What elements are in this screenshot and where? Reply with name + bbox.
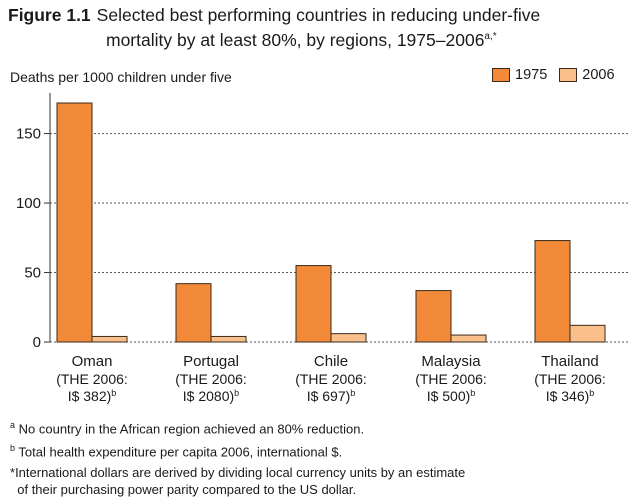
x-note-line2-malaysia: I$ 500)b — [427, 388, 476, 404]
x-note-mark-malaysia: b — [470, 388, 475, 398]
x-note-line2-chile: I$ 697)b — [307, 388, 356, 404]
x-note-mark-portugal: b — [234, 388, 239, 398]
figure-title: Figure 1.1 Selected best performing count… — [8, 4, 628, 51]
footnote-star-text: International dollars are derived by div… — [15, 464, 466, 480]
footnote-a-mark: a — [10, 420, 16, 430]
footnote-star: *International dollars are derived by di… — [10, 464, 465, 498]
x-label-thailand: Thailand — [541, 353, 599, 370]
figure-title-line1: Selected best performing countries in re… — [96, 5, 541, 25]
footnote-b-mark: b — [10, 443, 16, 454]
footnote-a-text: No country in the African region achieve… — [18, 421, 365, 437]
legend-swatch-1975 — [492, 68, 510, 82]
bar-oman-1975 — [56, 102, 93, 343]
footnote-b: b Total health expenditure per capita 20… — [10, 440, 465, 460]
footnote-star-mark: * — [10, 464, 16, 480]
legend-label-1975: 1975 — [515, 67, 548, 83]
legend-label-2006: 2006 — [582, 67, 615, 83]
legend: 1975 2006 — [492, 67, 627, 83]
y-tick-label-100: 100 — [16, 195, 41, 212]
footnote-star-text2: of their purchasing power parity compare… — [17, 481, 357, 497]
x-note-line2-portugal: I$ 2080)b — [183, 388, 239, 404]
legend-item-1975: 1975 — [492, 67, 547, 83]
x-label-malaysia: Malaysia — [421, 353, 481, 370]
bar-portugal-2006 — [210, 335, 247, 343]
y-axis-label: Deaths per 1000 children under five — [10, 69, 232, 85]
bar-oman-2006 — [91, 335, 128, 343]
x-note-line2-oman: I$ 382)b — [68, 388, 117, 404]
x-label-chile: Chile — [314, 353, 348, 370]
bar-malaysia-1975 — [415, 290, 452, 343]
footnotes: a No country in the African region achie… — [10, 417, 465, 501]
y-tick-label-150: 150 — [16, 126, 41, 143]
x-note-line1-thailand: (THE 2006: — [534, 371, 606, 387]
bar-thailand-1975 — [534, 240, 571, 343]
figure-number: Figure 1.1 — [8, 5, 91, 25]
y-tick-label-0: 0 — [33, 334, 41, 351]
figure-title-marks: a,* — [484, 31, 497, 42]
bar-thailand-2006 — [569, 324, 606, 343]
x-note-line1-malaysia: (THE 2006: — [415, 371, 487, 387]
footnote-a: a No country in the African region achie… — [10, 417, 465, 437]
x-label-portugal: Portugal — [183, 353, 239, 370]
legend-swatch-2006 — [559, 68, 578, 82]
legend-item-2006: 2006 — [559, 67, 615, 83]
bar-chile-2006 — [330, 333, 367, 343]
x-note-mark-chile: b — [350, 388, 355, 398]
x-note-line2-thailand: I$ 346)b — [546, 388, 595, 404]
bar-malaysia-2006 — [450, 334, 487, 343]
bar-portugal-1975 — [175, 283, 212, 343]
x-label-oman: Oman — [72, 353, 113, 370]
x-note-mark-oman: b — [111, 388, 116, 398]
x-note-line1-chile: (THE 2006: — [295, 371, 367, 387]
y-tick-label-50: 50 — [24, 265, 41, 282]
x-note-mark-thailand: b — [589, 388, 594, 398]
x-note-line1-portugal: (THE 2006: — [175, 371, 247, 387]
figure-title-line2: mortality by at least 80%, by regions, 1… — [106, 29, 485, 50]
footnote-b-text: Total health expenditure per capita 2006… — [18, 444, 343, 460]
x-note-line1-oman: (THE 2006: — [56, 371, 128, 387]
bar-chile-1975 — [295, 265, 332, 343]
